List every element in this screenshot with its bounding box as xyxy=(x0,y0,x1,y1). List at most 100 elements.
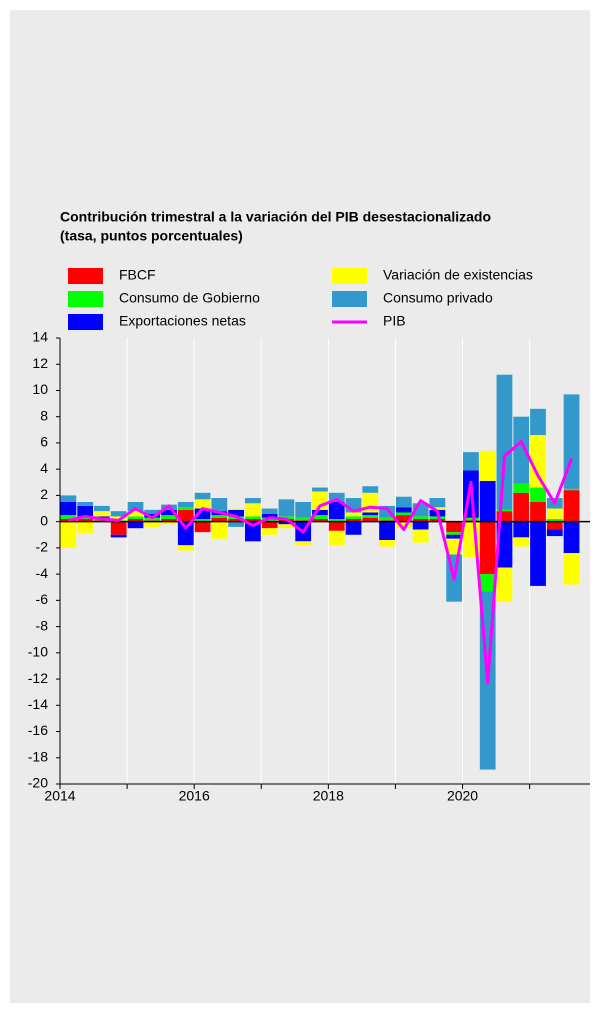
bar xyxy=(328,519,345,522)
bar xyxy=(244,519,261,522)
bar xyxy=(177,509,194,522)
bar xyxy=(127,519,144,522)
bar xyxy=(379,505,395,518)
bar xyxy=(261,517,278,522)
bar xyxy=(530,501,546,522)
bar xyxy=(295,501,312,518)
bar xyxy=(546,508,563,520)
bar xyxy=(328,530,345,546)
bar xyxy=(429,516,446,520)
bar xyxy=(211,517,228,522)
bar xyxy=(530,521,546,586)
bar xyxy=(513,416,530,484)
y-tick-label: -8 xyxy=(36,617,49,633)
bar xyxy=(295,517,312,521)
bar xyxy=(60,495,77,502)
bar xyxy=(110,516,127,521)
y-tick-label: -4 xyxy=(36,565,49,581)
bar xyxy=(362,517,379,522)
legend-swatch xyxy=(68,268,103,284)
bar xyxy=(94,516,110,518)
bar xyxy=(194,519,211,522)
legend-label: FBCF xyxy=(119,267,156,283)
bar xyxy=(479,521,496,575)
bar xyxy=(496,374,513,510)
bar xyxy=(278,521,295,525)
y-tick-label: -18 xyxy=(28,748,48,764)
bar xyxy=(177,507,194,510)
bar xyxy=(513,537,530,547)
bar xyxy=(110,521,127,535)
bar xyxy=(127,501,144,512)
bar xyxy=(244,498,261,504)
bar xyxy=(530,408,546,436)
bar xyxy=(429,507,446,510)
bar xyxy=(228,521,244,527)
bar xyxy=(261,508,278,514)
bar xyxy=(77,519,94,522)
bar xyxy=(513,483,530,493)
bar xyxy=(546,519,563,522)
y-tick-label: -16 xyxy=(28,722,48,738)
bar xyxy=(161,519,177,522)
bar xyxy=(94,505,110,512)
bar xyxy=(194,499,211,509)
bar xyxy=(513,521,530,538)
bar xyxy=(412,521,429,530)
bar xyxy=(161,521,177,525)
bar xyxy=(563,553,580,585)
bar xyxy=(110,534,127,538)
bar xyxy=(546,521,563,530)
bar xyxy=(513,492,530,522)
bar xyxy=(496,511,513,522)
bar xyxy=(412,519,429,522)
y-tick-label: -12 xyxy=(28,670,48,686)
bar xyxy=(345,521,362,535)
bar xyxy=(395,496,412,508)
bar xyxy=(228,509,244,517)
bar xyxy=(379,517,395,521)
y-tick-label: 14 xyxy=(32,329,48,345)
bar xyxy=(395,515,412,522)
y-tick-label: -10 xyxy=(28,644,48,660)
y-tick-label: 4 xyxy=(40,460,48,476)
bar xyxy=(194,508,211,520)
bar xyxy=(60,519,77,522)
bar xyxy=(395,521,412,529)
bar xyxy=(530,487,546,502)
bar xyxy=(312,509,328,516)
bar xyxy=(228,508,244,510)
legend-label: PIB xyxy=(383,313,406,329)
bar xyxy=(496,567,513,602)
bar xyxy=(479,574,496,592)
bar xyxy=(94,511,110,517)
bar xyxy=(295,541,312,546)
bar xyxy=(127,521,144,529)
bar xyxy=(479,480,496,522)
y-tick-label: 0 xyxy=(40,512,48,528)
bar xyxy=(77,521,94,534)
chart-subtitle: (tasa, puntos porcentuales) xyxy=(60,228,243,244)
legend-label: Exportaciones netas xyxy=(119,313,246,329)
y-tick-label: -20 xyxy=(28,775,48,791)
legend-label: Variación de existencias xyxy=(383,267,533,283)
bar xyxy=(463,452,479,471)
bar xyxy=(228,519,244,522)
bar xyxy=(479,450,496,481)
bar xyxy=(496,509,513,512)
x-tick-label: 2018 xyxy=(313,788,344,804)
bar xyxy=(194,521,211,533)
bar xyxy=(395,507,412,513)
bar xyxy=(244,516,261,520)
legend-label: Consumo privado xyxy=(383,290,493,306)
bar xyxy=(161,509,177,516)
bar xyxy=(362,486,379,493)
y-tick-label: 6 xyxy=(40,434,48,450)
bar xyxy=(144,513,161,518)
bar xyxy=(563,521,580,554)
bar xyxy=(211,521,228,539)
y-tick-label: -14 xyxy=(28,696,48,712)
bar xyxy=(278,499,295,517)
bar xyxy=(278,524,295,529)
